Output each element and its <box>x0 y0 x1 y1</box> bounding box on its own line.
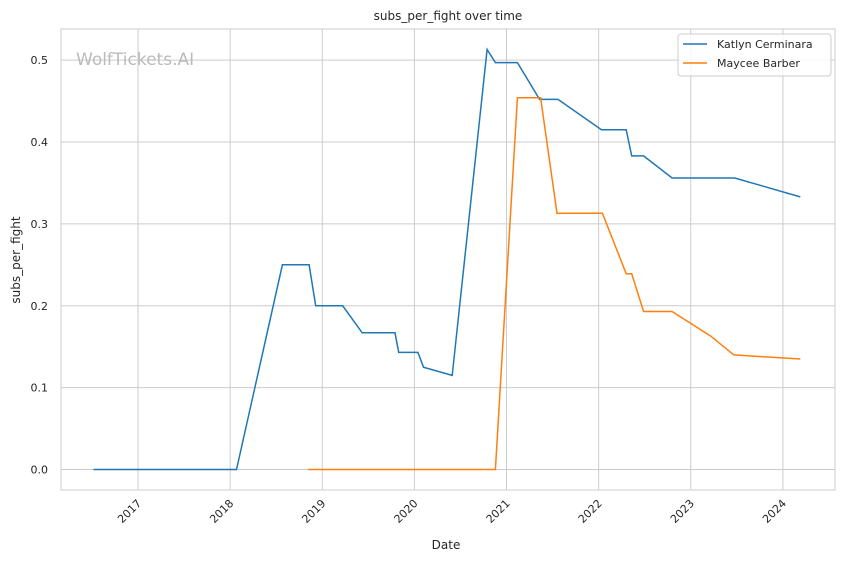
x-tick-label: 2020 <box>392 497 421 526</box>
x-tick-label: 2017 <box>115 497 144 526</box>
x-tick-label: 2023 <box>668 497 697 526</box>
y-axis-label: subs_per_fight <box>9 216 23 303</box>
series-lines <box>93 47 801 471</box>
y-tick-label: 0.5 <box>31 54 49 67</box>
x-tick-label: 2019 <box>299 497 328 526</box>
y-tick-label: 0.0 <box>31 464 49 477</box>
legend-label-maycee: Maycee Barber <box>717 57 800 70</box>
plot-frame <box>60 28 836 491</box>
series-line-0 <box>93 47 801 471</box>
x-tick-label: 2021 <box>484 497 513 526</box>
x-axis-label: Date <box>432 538 461 552</box>
x-tick-label: 2022 <box>576 497 605 526</box>
legend: Katlyn Cerminara Maycee Barber <box>677 33 832 77</box>
chart-title: subs_per_fight over time <box>374 9 523 23</box>
watermark: WolfTickets.AI <box>76 50 194 70</box>
x-tick-label: 2024 <box>760 497 789 526</box>
y-tick-label: 0.1 <box>31 382 49 395</box>
legend-label-katlyn: Katlyn Cerminara <box>717 38 813 51</box>
series-line-1 <box>308 97 801 471</box>
grid <box>61 29 835 490</box>
y-tick-labels: 0.0 0.1 0.2 0.3 0.4 0.5 <box>31 54 49 476</box>
x-tick-labels: 2017 2018 2019 2020 2021 2022 2023 2024 <box>115 497 789 526</box>
x-tick-label: 2018 <box>207 497 236 526</box>
y-tick-label: 0.3 <box>31 218 49 231</box>
y-tick-label: 0.2 <box>31 300 49 313</box>
legend-box <box>677 33 832 77</box>
y-tick-label: 0.4 <box>31 136 49 149</box>
